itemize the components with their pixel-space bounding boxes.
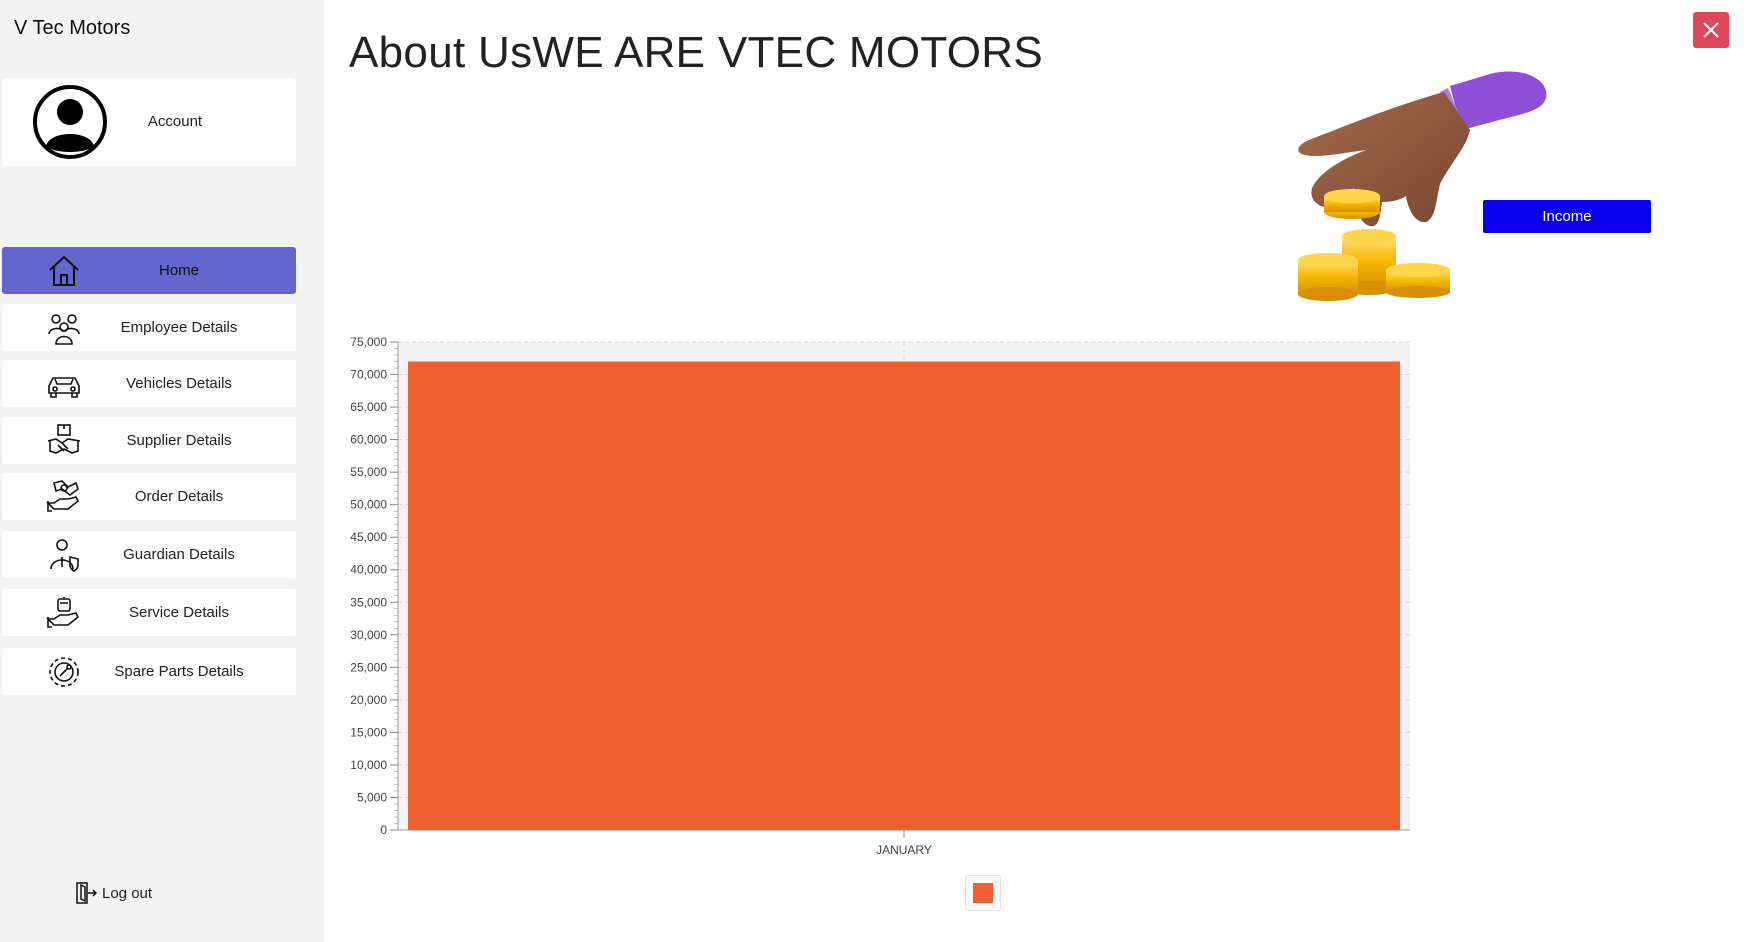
sidebar-item-vehicles-details[interactable]: Vehicles Details	[2, 360, 296, 407]
y-tick-label: 70,000	[350, 368, 387, 382]
supplier-handshake-icon	[47, 424, 81, 454]
sidebar-item-employee-details[interactable]: Employee Details	[2, 304, 296, 351]
y-tick-label: 65,000	[350, 400, 387, 414]
legend-swatch	[973, 883, 993, 903]
app-title: V Tec Motors	[14, 17, 131, 39]
order-hand-icon	[46, 480, 80, 512]
income-button[interactable]: Income	[1483, 200, 1651, 233]
y-tick-label: 75,000	[350, 335, 387, 349]
y-tick-label: 55,000	[350, 465, 387, 479]
guardian-icon	[50, 539, 79, 572]
hand-with-coins-illustration	[1298, 71, 1547, 301]
employees-icon	[48, 314, 80, 345]
sidebar-item-home[interactable]: Home	[2, 247, 296, 294]
car-icon	[48, 377, 80, 398]
logout-label: Log out	[102, 884, 153, 902]
x-tick-label: JANUARY	[876, 843, 932, 857]
logout-icon	[76, 882, 98, 904]
sidebar-item-supplier-details[interactable]: Supplier Details	[2, 417, 296, 464]
sidebar: V Tec Motors Account Home Employee Detai…	[0, 0, 324, 942]
sidebar-item-order-details[interactable]: Order Details	[2, 473, 296, 520]
home-icon	[49, 256, 79, 286]
income-bar-chart: 0 5,000 10,000 15,000 20,000 25,000 30,000 35,0…	[350, 330, 1600, 920]
user-circle-icon	[33, 85, 107, 159]
y-tick-label: 0	[380, 823, 387, 837]
chart-svg: 0 5,000 10,000 15,000 20,000 25,000 30,000 35,0…	[350, 335, 1410, 857]
close-button[interactable]	[1693, 12, 1729, 48]
y-tick-label: 10,000	[350, 758, 387, 772]
logout-button[interactable]: Log out	[74, 880, 152, 906]
close-icon	[1703, 22, 1719, 38]
sidebar-item-service-details[interactable]: Service Details	[2, 589, 296, 636]
sidebar-item-spare-parts-details[interactable]: Spare Parts Details	[2, 648, 296, 695]
chart-legend	[965, 875, 1001, 911]
y-tick-label: 40,000	[350, 563, 387, 577]
y-tick-label: 15,000	[350, 725, 387, 739]
y-tick-label: 50,000	[350, 498, 387, 512]
y-tick-label: 25,000	[350, 660, 387, 674]
y-tick-label: 60,000	[350, 433, 387, 447]
sidebar-item-label: Order Details	[134, 488, 224, 505]
service-icon	[46, 597, 80, 628]
page-title: About UsWE ARE VTEC MOTORS	[349, 28, 1044, 77]
account-button[interactable]: Account	[2, 78, 296, 166]
gear-wrench-icon	[49, 657, 79, 687]
sidebar-item-label: Guardian Details	[123, 546, 235, 563]
bar	[408, 361, 1400, 830]
sidebar-item-label: Service Details	[128, 604, 230, 621]
sidebar-item-label: Vehicles Details	[126, 375, 232, 392]
y-tick-label: 5,000	[357, 790, 387, 804]
sidebar-item-label: Employee Details	[120, 319, 238, 336]
y-tick-label: 30,000	[350, 628, 387, 642]
y-tick-label: 45,000	[350, 530, 387, 544]
sidebar-item-label: Supplier Details	[126, 432, 232, 449]
sidebar-item-label: Home	[158, 262, 199, 279]
sidebar-item-guardian-details[interactable]: Guardian Details	[2, 531, 296, 578]
account-label: Account	[147, 113, 203, 130]
y-tick-label: 20,000	[350, 693, 387, 707]
y-tick-label: 35,000	[350, 595, 387, 609]
sidebar-item-label: Spare Parts Details	[114, 663, 244, 680]
